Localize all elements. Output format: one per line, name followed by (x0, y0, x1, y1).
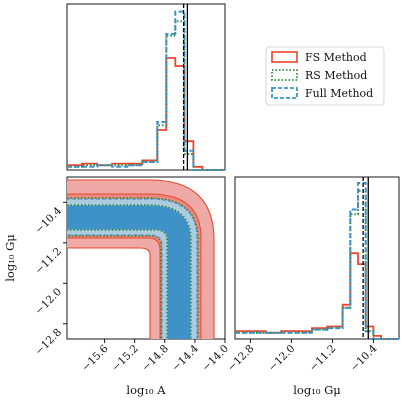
hist-line-full-method (235, 182, 399, 340)
hist-a-series (67, 10, 225, 171)
legend-label-rs: RS Method (305, 69, 367, 82)
legend-swatch-full (271, 87, 298, 99)
hist-gmu-series (235, 182, 399, 340)
a-x-ticks: −15.6−15.2−14.8−14.4−14.0 (79, 339, 231, 374)
hist-line-fs-method (67, 57, 225, 171)
gmu-x-tick-label: −10.4 (348, 342, 379, 373)
x-axis-label-a: log₁₀ A (126, 383, 166, 397)
full-contour-outer (67, 198, 198, 339)
a-x-tick-label: −15.2 (110, 343, 141, 374)
y-axis-label-gmu: log₁₀ Gμ (3, 234, 17, 282)
gmu-x-ticks: −12.8 −12.0 −11.2 −10.4 (225, 339, 380, 374)
a-x-tick-label: −15.6 (79, 342, 110, 373)
legend-swatch-fs (271, 51, 298, 63)
gmu-x-tick-label: −12.0 (266, 343, 297, 374)
a-x-tick-label: −14.4 (170, 342, 201, 373)
hist-gmu-panel (234, 176, 400, 340)
hist-line-rs-method (67, 20, 225, 171)
gmu-x-tick-label: −12.8 (225, 343, 256, 374)
full-contour-inner (67, 205, 191, 339)
hist-line-rs-method (235, 189, 399, 340)
rs-contour-outer (67, 197, 199, 339)
rs-contour-inner (67, 204, 192, 339)
legend: FS Method RS Method Full Method (265, 46, 385, 106)
hist-a-panel (66, 3, 226, 171)
legend-label-fs: FS Method (305, 51, 367, 64)
a-x-tick-label: −14.8 (140, 343, 171, 374)
x-axis-label-gmu: log₁₀ Gμ (293, 383, 341, 397)
gmu-y-ticks: −10.4 −11.2 −12.0 −12.8 (33, 201, 67, 358)
joint-panel (66, 176, 226, 340)
legend-label-full: Full Method (305, 87, 373, 100)
hist-line-fs-method (235, 252, 399, 340)
a-x-tick-label: −14.0 (200, 343, 231, 374)
gmu-y-tick-label: −10.4 (33, 205, 64, 236)
gmu-x-tick-label: −11.2 (307, 343, 338, 374)
joint-contours (67, 179, 215, 339)
gmu-y-tick-label: −12.0 (33, 286, 64, 317)
gmu-y-tick-label: −12.8 (33, 326, 64, 357)
gmu-y-tick-label: −11.2 (33, 245, 64, 276)
hist-line-full-method (67, 10, 225, 171)
